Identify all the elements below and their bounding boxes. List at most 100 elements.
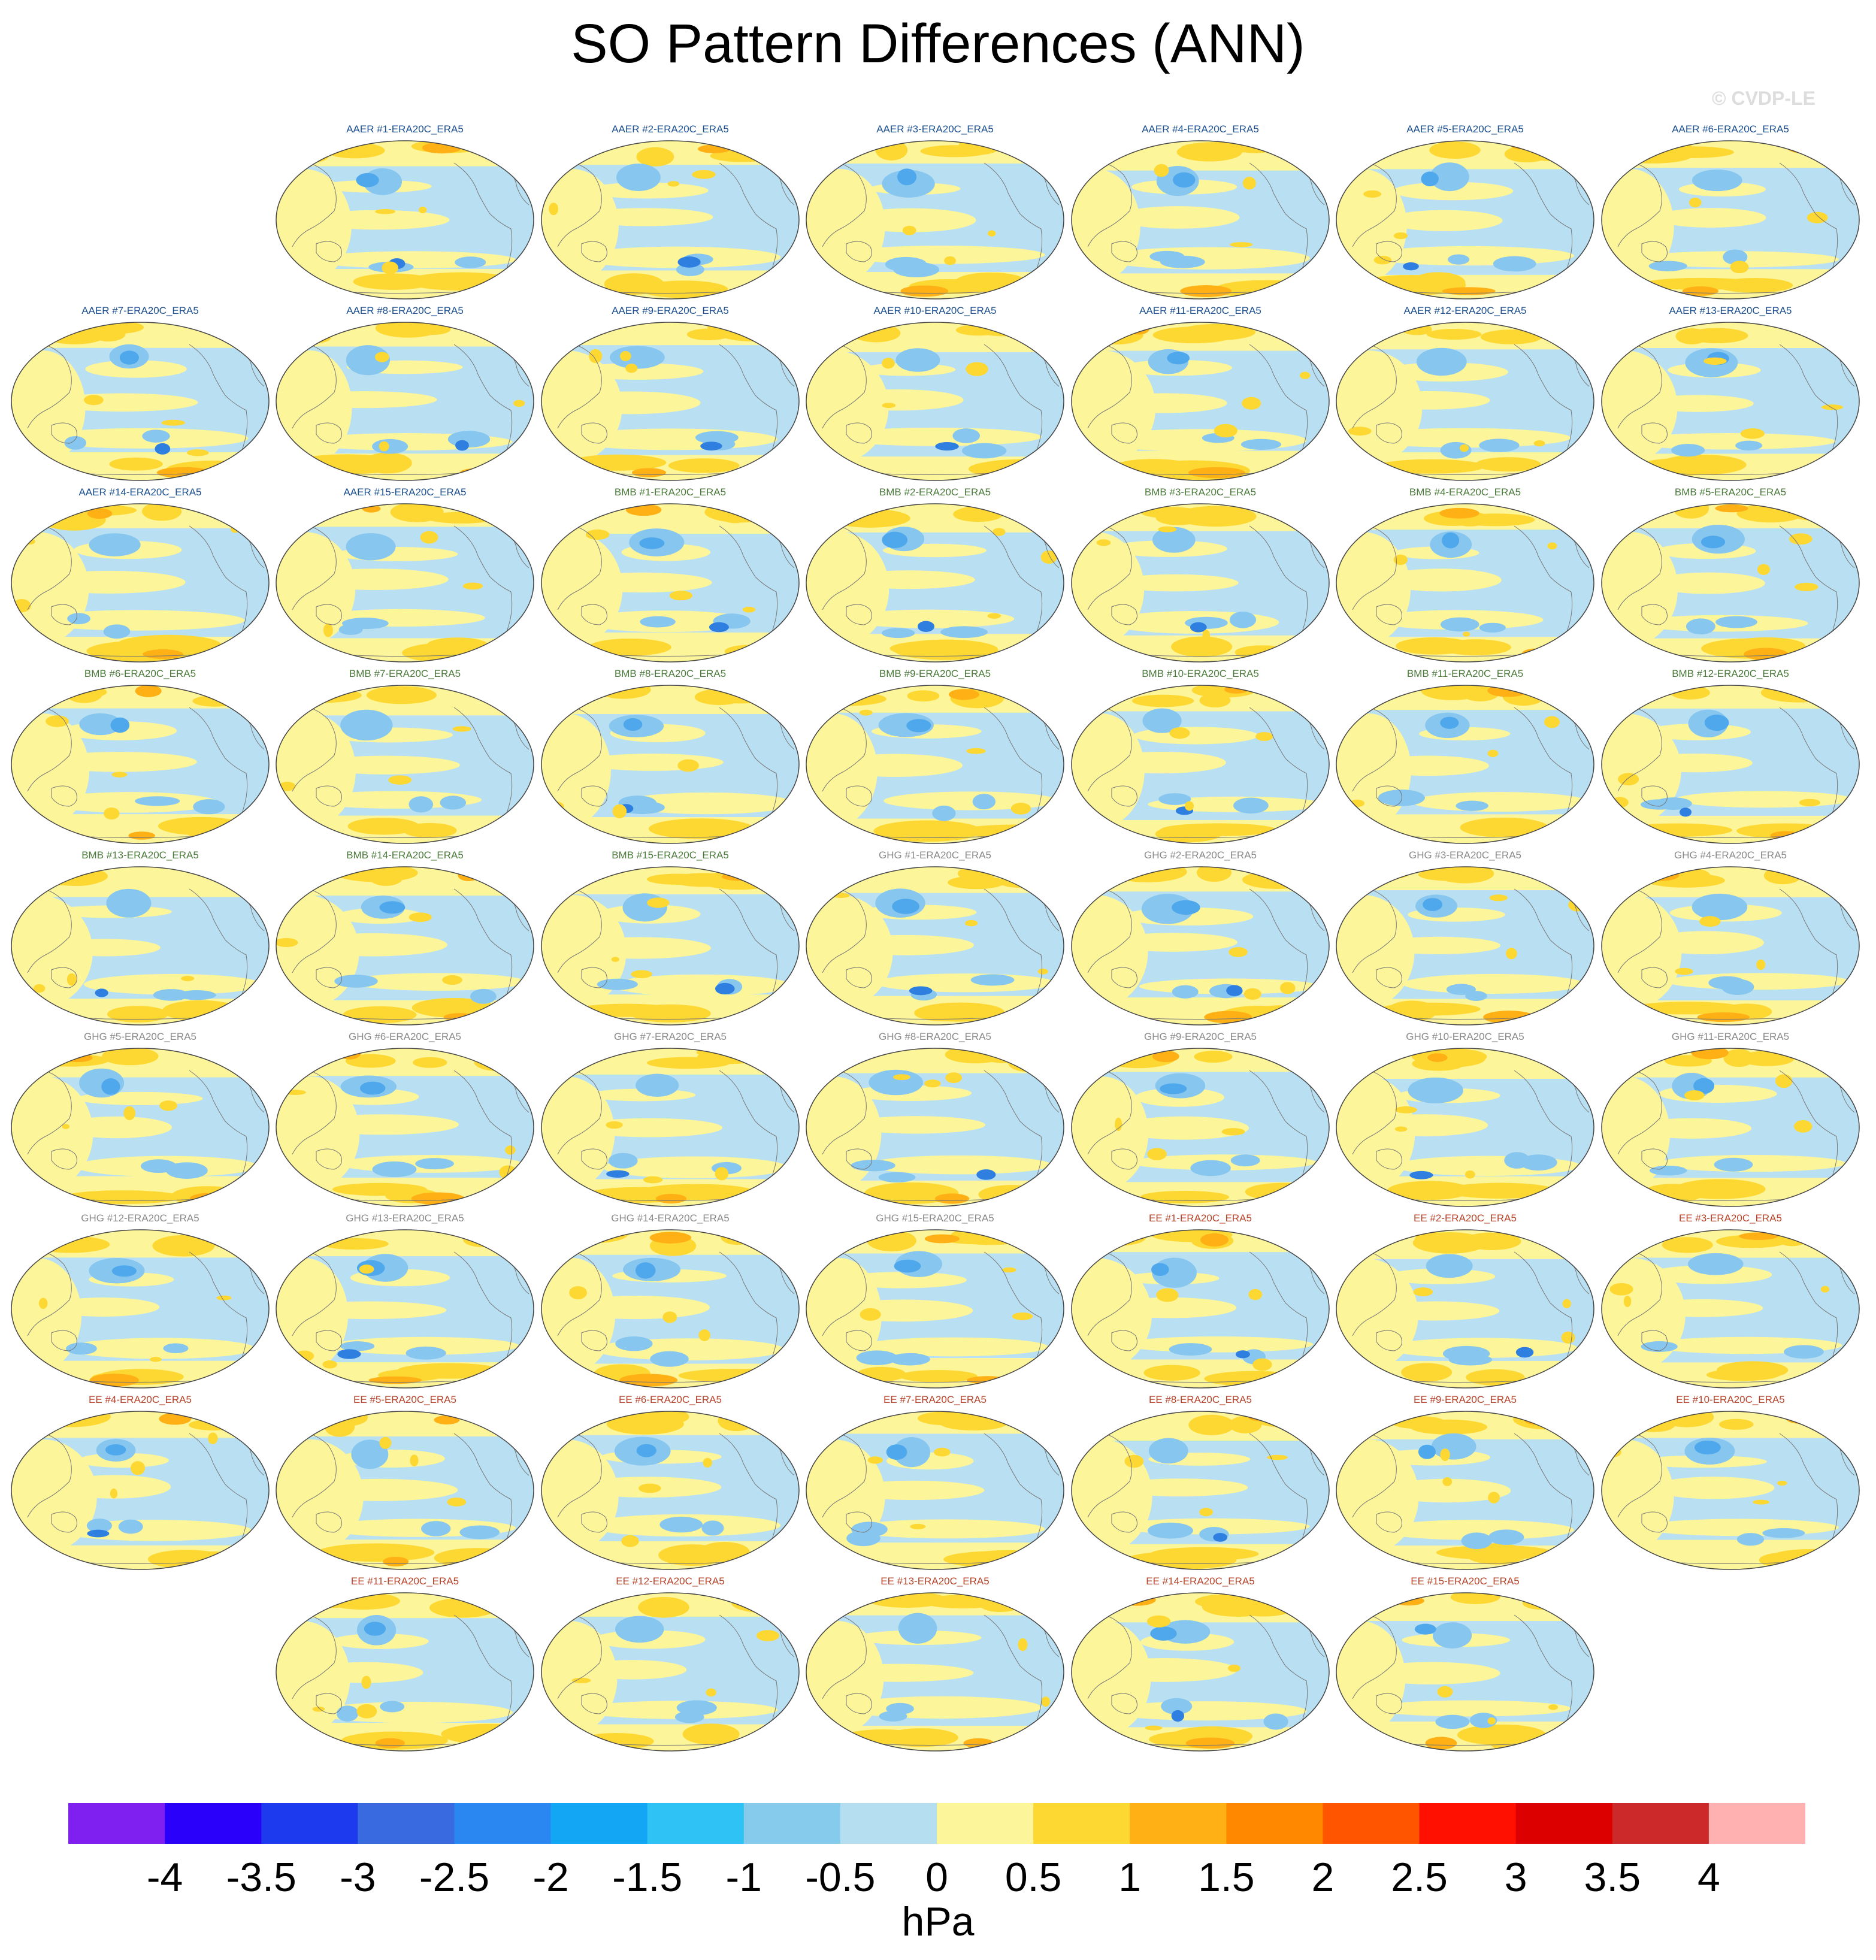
panel-title: GHG #12-ERA20C_ERA5 xyxy=(81,1212,199,1224)
panel-title: GHG #4-ERA20C_ERA5 xyxy=(1674,849,1787,861)
map-panel: BMB #6-ERA20C_ERA5 xyxy=(10,668,271,846)
panel-map xyxy=(806,1048,1064,1207)
panel-title: AAER #1-ERA20C_ERA5 xyxy=(346,123,464,135)
panel-title: GHG #6-ERA20C_ERA5 xyxy=(348,1031,462,1042)
colorbar-bin xyxy=(1419,1803,1517,1844)
panel-map xyxy=(1601,1048,1860,1207)
map-panel: GHG #12-ERA20C_ERA5 xyxy=(10,1212,271,1391)
map-panel: AAER #11-ERA20C_ERA5 xyxy=(1070,305,1331,483)
panel-map xyxy=(1071,866,1330,1026)
panel-map xyxy=(11,1411,270,1570)
panel-map xyxy=(1336,503,1594,663)
panel-map xyxy=(1601,140,1860,300)
panel-title: GHG #13-ERA20C_ERA5 xyxy=(346,1212,464,1224)
panel-map xyxy=(1336,140,1594,300)
map-panel: BMB #11-ERA20C_ERA5 xyxy=(1335,668,1596,846)
map-panel: EE #1-ERA20C_ERA5 xyxy=(1070,1212,1331,1391)
map-panel: AAER #8-ERA20C_ERA5 xyxy=(274,305,535,483)
panel-title: AAER #6-ERA20C_ERA5 xyxy=(1672,123,1789,135)
map-panel: BMB #10-ERA20C_ERA5 xyxy=(1070,668,1331,846)
map-panel: EE #10-ERA20C_ERA5 xyxy=(1600,1394,1861,1572)
panel-map xyxy=(11,866,270,1026)
map-panel: EE #5-ERA20C_ERA5 xyxy=(274,1394,535,1572)
colorbar-tick-label: -1 xyxy=(725,1855,762,1900)
colorbar-bin xyxy=(647,1803,745,1844)
colorbar-bin xyxy=(1612,1803,1709,1844)
colorbar-bin xyxy=(550,1803,648,1844)
map-panel: AAER #5-ERA20C_ERA5 xyxy=(1335,123,1596,302)
panel-title: BMB #10-ERA20C_ERA5 xyxy=(1142,668,1259,679)
panel-title: GHG #10-ERA20C_ERA5 xyxy=(1406,1031,1524,1042)
panel-title: BMB #13-ERA20C_ERA5 xyxy=(81,849,199,861)
panel-title: EE #10-ERA20C_ERA5 xyxy=(1676,1394,1785,1405)
map-panel: AAER #10-ERA20C_ERA5 xyxy=(804,305,1066,483)
panel-map xyxy=(541,866,800,1026)
panel-title: AAER #13-ERA20C_ERA5 xyxy=(1669,305,1792,316)
panel-map xyxy=(806,140,1064,300)
panel-title: EE #8-ERA20C_ERA5 xyxy=(1149,1394,1252,1405)
panel-title: GHG #15-ERA20C_ERA5 xyxy=(876,1212,994,1224)
panel-title: EE #11-ERA20C_ERA5 xyxy=(350,1575,459,1587)
colorbar xyxy=(68,1803,1805,1844)
panel-title: BMB #3-ERA20C_ERA5 xyxy=(1144,486,1257,498)
map-panel: AAER #13-ERA20C_ERA5 xyxy=(1600,305,1861,483)
panel-title: EE #14-ERA20C_ERA5 xyxy=(1146,1575,1255,1587)
colorbar-tick-label: 2.5 xyxy=(1391,1855,1448,1900)
map-panel: EE #2-ERA20C_ERA5 xyxy=(1335,1212,1596,1391)
map-panel: EE #8-ERA20C_ERA5 xyxy=(1070,1394,1331,1572)
map-panel: EE #9-ERA20C_ERA5 xyxy=(1335,1394,1596,1572)
colorbar-bin xyxy=(261,1803,358,1844)
panel-title: AAER #7-ERA20C_ERA5 xyxy=(81,305,199,316)
panel-title: EE #3-ERA20C_ERA5 xyxy=(1679,1212,1782,1224)
colorbar-tick-label: 3.5 xyxy=(1584,1855,1641,1900)
panel-map xyxy=(1336,1592,1594,1752)
colorbar-tick-label: 4 xyxy=(1697,1855,1720,1900)
panel-title: BMB #15-ERA20C_ERA5 xyxy=(612,849,729,861)
map-panel: AAER #1-ERA20C_ERA5 xyxy=(274,123,535,302)
map-panel: AAER #7-ERA20C_ERA5 xyxy=(10,305,271,483)
map-panel: BMB #8-ERA20C_ERA5 xyxy=(540,668,801,846)
watermark: © CVDP-LE xyxy=(1712,87,1816,109)
panel-title: GHG #3-ERA20C_ERA5 xyxy=(1408,849,1522,861)
map-panel: GHG #1-ERA20C_ERA5 xyxy=(804,849,1066,1028)
panel-map xyxy=(276,322,534,481)
panel-title: GHG #8-ERA20C_ERA5 xyxy=(878,1031,992,1042)
panel-title: BMB #9-ERA20C_ERA5 xyxy=(879,668,991,679)
panel-map xyxy=(1336,866,1594,1026)
panel-title: BMB #4-ERA20C_ERA5 xyxy=(1409,486,1521,498)
panel-title: AAER #14-ERA20C_ERA5 xyxy=(78,486,202,498)
colorbar-units: hPa xyxy=(901,1899,975,1944)
panel-map xyxy=(276,685,534,844)
panel-title: BMB #12-ERA20C_ERA5 xyxy=(1672,668,1789,679)
map-panel: GHG #6-ERA20C_ERA5 xyxy=(274,1031,535,1209)
panel-title: BMB #2-ERA20C_ERA5 xyxy=(879,486,991,498)
panel-map xyxy=(276,503,534,663)
panel-map xyxy=(806,1229,1064,1389)
panel-map xyxy=(1336,1048,1594,1207)
map-panel: GHG #9-ERA20C_ERA5 xyxy=(1070,1031,1331,1209)
panel-title: GHG #1-ERA20C_ERA5 xyxy=(878,849,992,861)
colorbar-bin xyxy=(1226,1803,1323,1844)
map-panel: GHG #7-ERA20C_ERA5 xyxy=(540,1031,801,1209)
map-panel: AAER #12-ERA20C_ERA5 xyxy=(1335,305,1596,483)
panel-map xyxy=(1336,685,1594,844)
panel-map xyxy=(1601,685,1860,844)
panel-title: AAER #8-ERA20C_ERA5 xyxy=(346,305,464,316)
panel-map xyxy=(541,1411,800,1570)
panel-map xyxy=(276,1229,534,1389)
map-panel: AAER #15-ERA20C_ERA5 xyxy=(274,486,535,665)
panel-map xyxy=(11,685,270,844)
panel-map xyxy=(1336,1229,1594,1389)
map-panel: AAER #14-ERA20C_ERA5 xyxy=(10,486,271,665)
map-panel: EE #12-ERA20C_ERA5 xyxy=(540,1575,801,1754)
panel-map xyxy=(1071,1048,1330,1207)
colorbar-bin xyxy=(1323,1803,1420,1844)
panel-title: AAER #4-ERA20C_ERA5 xyxy=(1142,123,1259,135)
colorbar-bin xyxy=(358,1803,455,1844)
panel-title: AAER #11-ERA20C_ERA5 xyxy=(1139,305,1261,316)
panel-map xyxy=(1601,503,1860,663)
panel-title: EE #12-ERA20C_ERA5 xyxy=(616,1575,725,1587)
panel-map xyxy=(541,1229,800,1389)
panel-map xyxy=(806,1411,1064,1570)
panel-map xyxy=(11,322,270,481)
